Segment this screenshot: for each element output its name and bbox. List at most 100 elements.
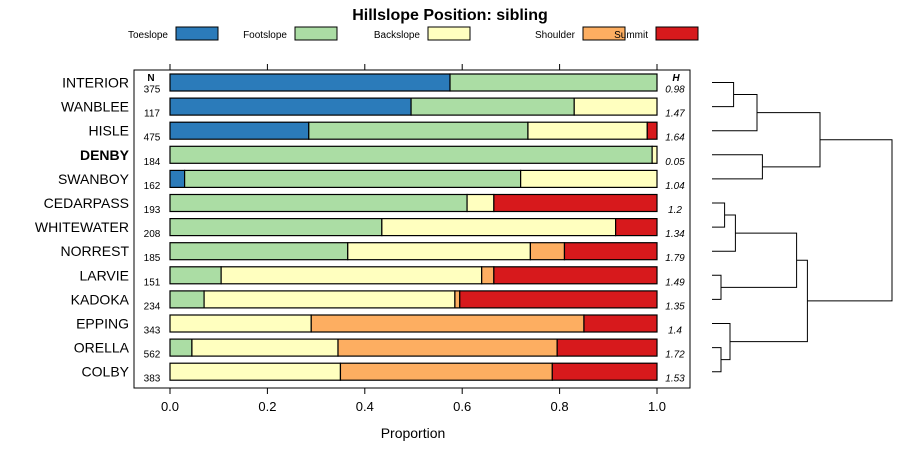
row-label-cedarpass: CEDARPASS — [44, 195, 129, 211]
dendrogram-link-11 — [807, 139, 893, 302]
n-value-wanblee: 117 — [144, 109, 160, 120]
n-value-whitewater: 208 — [144, 229, 161, 240]
h-value-interior: 0.98 — [665, 85, 685, 96]
h-value-denby: 0.05 — [665, 157, 685, 168]
x-tick-label-5: 1.0 — [648, 399, 666, 414]
n-value-hisle: 475 — [144, 133, 161, 144]
bar-segment-interior-footslope — [449, 73, 658, 92]
h-value-swanboy: 1.04 — [665, 181, 685, 192]
legend-swatch-footslope — [294, 26, 338, 41]
dendrogram-link-5 — [712, 214, 736, 252]
bar-segment-kadoka-footslope — [169, 290, 205, 309]
h-value-cedarpass: 1.2 — [668, 205, 682, 216]
bar-segment-hisle-footslope — [308, 121, 529, 140]
x-axis-title: Proportion — [381, 425, 446, 441]
bar-segment-denby-backslope — [651, 145, 658, 164]
bar-segment-kadoka-summit — [459, 290, 658, 309]
bar-segment-whitewater-footslope — [169, 218, 383, 237]
n-value-cedarpass: 193 — [144, 205, 161, 216]
dendrogram-link-6 — [712, 274, 722, 300]
bar-segment-swanboy-backslope — [520, 169, 658, 188]
x-axis: 0.0 0.2 0.4 0.6 0.8 1.0 — [161, 64, 666, 414]
bar-segment-cedarpass-summit — [493, 193, 658, 213]
bar-segment-wanblee-backslope — [573, 97, 658, 116]
bar-segment-hisle-summit — [646, 121, 658, 140]
n-value-colby: 383 — [144, 374, 161, 385]
bar-segment-colby-shoulder — [339, 362, 553, 381]
dendrogram-link-2 — [712, 154, 763, 180]
row-label-wanblee: WANBLEE — [61, 99, 129, 115]
dendrogram-link-1 — [712, 94, 758, 132]
row-label-colby: COLBY — [82, 364, 130, 380]
legend-swatch-summit — [655, 26, 699, 41]
h-value-orella: 1.72 — [665, 350, 685, 361]
bar-segment-larvie-backslope — [220, 266, 483, 285]
bar-segment-epping-backslope — [169, 314, 312, 333]
legend-label-toeslope: Toeslope — [128, 30, 168, 41]
bar-segment-orella-footslope — [169, 338, 193, 357]
row-label-norrest: NORREST — [61, 243, 130, 259]
bar-segment-hisle-backslope — [527, 121, 648, 140]
bar-segment-kadoka-shoulder — [454, 290, 461, 309]
row-label-epping: EPPING — [76, 316, 129, 332]
x-tick-label-3: 0.6 — [453, 399, 471, 414]
bar-segment-swanboy-footslope — [184, 169, 522, 188]
dendrogram-link-3 — [757, 112, 821, 168]
bar-segment-interior-toeslope — [169, 73, 451, 92]
n-value-norrest: 185 — [144, 253, 161, 264]
n-value-interior: 375 — [144, 85, 161, 96]
legend-label-summit: Summit — [614, 30, 648, 41]
bar-segment-larvie-shoulder — [481, 266, 495, 285]
bar-segment-colby-summit — [551, 362, 658, 381]
n-value-swanboy: 162 — [144, 181, 161, 192]
h-value-wanblee: 1.47 — [665, 109, 685, 120]
h-column-header: H — [672, 73, 680, 84]
bar-segment-kadoka-backslope — [203, 290, 456, 309]
n-value-denby: 184 — [144, 157, 161, 168]
row-label-interior: INTERIOR — [62, 75, 129, 91]
h-value-colby: 1.53 — [665, 374, 685, 385]
row-label-swanboy: SWANBOY — [58, 171, 130, 187]
bar-segment-epping-summit — [583, 314, 658, 333]
legend-swatch-toeslope — [175, 26, 219, 41]
bar-segment-orella-backslope — [191, 338, 339, 357]
x-tick-label-4: 0.8 — [551, 399, 569, 414]
h-value-hisle: 1.64 — [665, 133, 685, 144]
dendrogram-link-8 — [712, 347, 722, 373]
h-value-whitewater: 1.34 — [665, 229, 685, 240]
dendrogram — [712, 82, 893, 373]
h-value-epping: 1.4 — [668, 326, 682, 337]
row-label-kadoka: KADOKA — [71, 291, 130, 307]
bar-segment-norrest-summit — [563, 242, 658, 261]
bar-rows: INTERIOR 375 0.98 WANBLEE 117 1.47 HISLE 475 1.6… — [35, 73, 685, 385]
bar-segment-orella-shoulder — [337, 338, 558, 357]
dendrogram-link-4 — [712, 202, 726, 228]
bar-segment-whitewater-backslope — [381, 218, 617, 237]
dendrogram-link-10 — [730, 259, 808, 343]
n-value-kadoka: 234 — [144, 301, 161, 312]
row-label-larvie: LARVIE — [79, 267, 129, 283]
legend-label-shoulder: Shoulder — [535, 30, 576, 41]
row-label-hisle: HISLE — [89, 123, 129, 139]
bar-segment-hisle-toeslope — [169, 121, 310, 140]
bar-segment-colby-backslope — [169, 362, 342, 381]
bar-segment-norrest-backslope — [347, 242, 531, 261]
plot-frame — [133, 69, 691, 389]
n-value-orella: 562 — [144, 350, 161, 361]
h-value-kadoka: 1.35 — [665, 301, 685, 312]
bar-segment-wanblee-toeslope — [169, 97, 412, 116]
row-label-orella: ORELLA — [74, 340, 130, 356]
legend-label-backslope: Backslope — [374, 30, 421, 41]
row-label-whitewater: WHITEWATER — [35, 219, 129, 235]
legend-label-footslope: Footslope — [243, 30, 287, 41]
x-tick-label-1: 0.2 — [258, 399, 276, 414]
h-value-norrest: 1.79 — [665, 253, 685, 264]
bar-segment-whitewater-summit — [615, 218, 658, 237]
bar-segment-swanboy-toeslope — [169, 169, 186, 188]
x-tick-label-0: 0.0 — [161, 399, 179, 414]
legend-swatch-shoulder — [582, 26, 626, 41]
dendrogram-link-7 — [721, 232, 798, 288]
dendrogram-link-0 — [712, 82, 735, 108]
n-value-epping: 343 — [144, 326, 161, 337]
bar-segment-norrest-footslope — [169, 242, 349, 261]
